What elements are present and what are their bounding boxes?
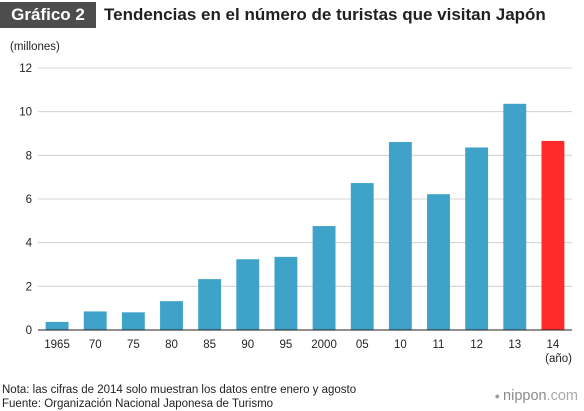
source-note: Fuente: Organización Nacional Japonesa d… bbox=[2, 398, 274, 410]
bars bbox=[45, 103, 565, 330]
chart-title: Tendencias en el número de turistas que … bbox=[104, 5, 546, 24]
footnote: Nota: las cifras de 2014 solo muestran l… bbox=[2, 384, 357, 396]
figure-badge: Gráfico 2 bbox=[0, 2, 96, 28]
bar-2000 bbox=[312, 226, 336, 330]
x-tick-label: 12 bbox=[470, 339, 483, 351]
x-tick-label: 85 bbox=[203, 339, 216, 351]
brand-logo: ● nippon.com bbox=[495, 388, 578, 404]
bar-10 bbox=[388, 142, 412, 330]
x-tick-label: 70 bbox=[89, 339, 102, 351]
brand-dots-icon: ● bbox=[494, 391, 501, 402]
y-tick-label: 4 bbox=[26, 238, 33, 250]
x-tick-labels: 1965 70 75 80 85 90 95 2000 05 10 11 12 13 14 bbox=[44, 339, 560, 351]
bar-chart: (millones) 0 2 4 6 8 10 12 1965 70 75 80 85 90 95 200… bbox=[10, 41, 572, 365]
bar-75 bbox=[121, 312, 145, 330]
bar-14 bbox=[541, 140, 565, 330]
y-tick-label: 10 bbox=[19, 107, 32, 119]
y-tick-label: 6 bbox=[26, 194, 32, 206]
y-tick-label: 0 bbox=[26, 325, 32, 337]
x-tick-label: 90 bbox=[241, 339, 254, 351]
bar-12 bbox=[465, 147, 489, 330]
x-tick-label: 13 bbox=[508, 339, 521, 351]
bar-70 bbox=[83, 311, 107, 330]
x-tick-label: 95 bbox=[280, 339, 293, 351]
bar-13 bbox=[503, 103, 527, 330]
gridlines bbox=[38, 67, 572, 287]
bar-05 bbox=[350, 183, 374, 330]
y-tick-labels: 0 2 4 6 8 10 12 bbox=[19, 63, 32, 337]
bar-85 bbox=[198, 279, 222, 330]
y-tick-label: 8 bbox=[26, 150, 32, 162]
brand-name: nippon bbox=[503, 388, 547, 404]
x-tick-label: 14 bbox=[547, 339, 560, 351]
y-tick-label: 2 bbox=[26, 281, 32, 293]
x-tick-label: 80 bbox=[165, 339, 178, 351]
x-tick-label: 1965 bbox=[44, 339, 70, 351]
brand-suffix: .com bbox=[546, 388, 578, 404]
x-axis-label: (año) bbox=[545, 353, 572, 365]
bar-95 bbox=[274, 256, 298, 330]
x-tick-label: 11 bbox=[433, 339, 445, 351]
bar-11 bbox=[427, 194, 450, 330]
x-tick-label: 75 bbox=[127, 339, 140, 351]
bar-80 bbox=[160, 301, 183, 330]
x-tick-label: 2000 bbox=[311, 339, 337, 351]
bar-1965 bbox=[45, 321, 69, 330]
chart-footer: Nota: las cifras de 2014 solo muestran l… bbox=[2, 383, 472, 411]
bar-90 bbox=[236, 259, 260, 330]
chart-header: Gráfico 2 Tendencias en el número de tur… bbox=[0, 2, 584, 28]
x-tick-label: 10 bbox=[394, 339, 407, 351]
y-tick-label: 12 bbox=[19, 63, 32, 75]
x-tick-label: 05 bbox=[356, 339, 369, 351]
y-axis-label: (millones) bbox=[10, 41, 60, 53]
